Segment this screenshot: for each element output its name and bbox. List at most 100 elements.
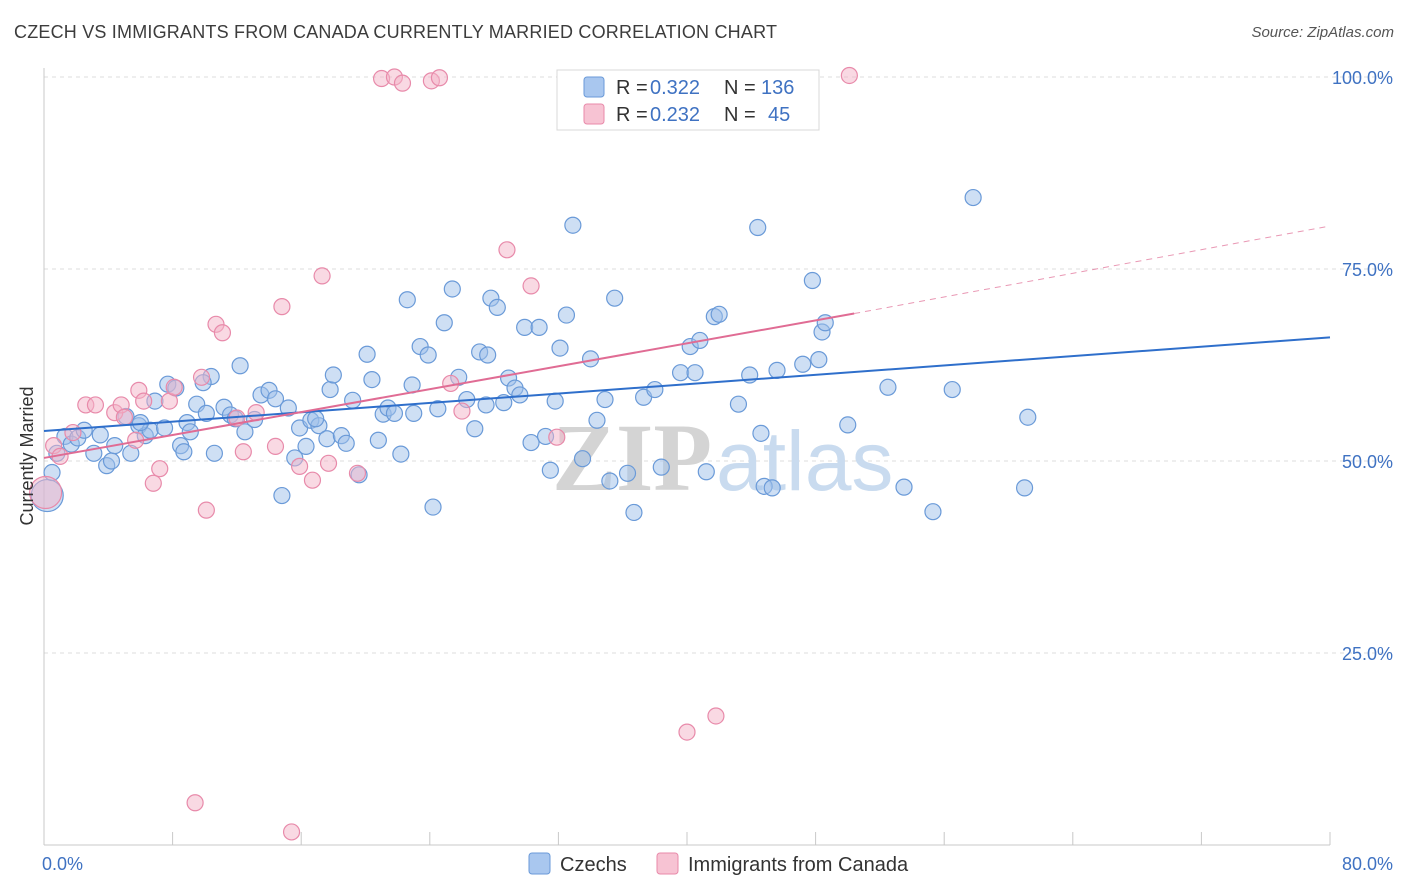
czech-point bbox=[91, 426, 109, 444]
x-tick-labels: 0.0% 80.0% bbox=[42, 854, 1393, 874]
canada-point bbox=[86, 396, 105, 414]
czech-point bbox=[557, 306, 576, 324]
czech-point bbox=[803, 271, 821, 290]
canada-point bbox=[213, 324, 232, 342]
canada-point bbox=[234, 443, 252, 461]
czech-point bbox=[541, 461, 559, 479]
canada-trend-line bbox=[43, 312, 855, 459]
czech-point bbox=[236, 423, 254, 441]
bottom-legend: Czechs Immigrants from Canada bbox=[528, 852, 909, 876]
czech-point bbox=[768, 361, 786, 379]
czech-point bbox=[546, 392, 564, 410]
czech-point bbox=[205, 444, 223, 462]
y-tick-label: 25.0% bbox=[1342, 644, 1393, 664]
czech-point bbox=[618, 464, 637, 482]
legend-r-value: 0.322 bbox=[650, 77, 700, 99]
czech-point bbox=[175, 443, 193, 461]
czech-point bbox=[358, 345, 376, 363]
legend-n-label: N = bbox=[724, 77, 756, 99]
watermark-atlas: atlas bbox=[716, 414, 893, 508]
canada-point bbox=[442, 374, 460, 393]
czech-point bbox=[466, 420, 484, 438]
czech-point bbox=[307, 410, 325, 428]
czech-point bbox=[419, 346, 437, 364]
czech-point bbox=[697, 463, 715, 481]
canada-point bbox=[303, 471, 322, 489]
czech-point bbox=[511, 386, 529, 404]
canada-point bbox=[678, 723, 696, 741]
czech-point bbox=[686, 364, 704, 382]
czech-point bbox=[324, 366, 342, 384]
canada-point bbox=[29, 475, 63, 510]
bottom-legend-czechs: Czechs bbox=[560, 854, 627, 876]
czech-point bbox=[405, 404, 423, 422]
canada-point bbox=[165, 378, 183, 396]
czech-point bbox=[477, 396, 495, 414]
x-tick-label: 80.0% bbox=[1342, 854, 1393, 874]
canada-point bbox=[313, 267, 331, 285]
canada-point bbox=[64, 423, 82, 442]
czech-point bbox=[729, 395, 748, 413]
czech-point bbox=[398, 291, 416, 309]
czech-point bbox=[231, 357, 249, 375]
czech-point bbox=[573, 450, 592, 468]
bottom-legend-canada: Immigrants from Canada bbox=[688, 854, 909, 876]
legend: R = 0.322 N = 136 R = 0.232 N = 45 bbox=[556, 69, 820, 131]
czech-point bbox=[646, 380, 664, 399]
legend-r-label: R = bbox=[616, 104, 648, 126]
x-tick-label: 0.0% bbox=[42, 854, 83, 874]
canada-point bbox=[498, 241, 516, 259]
legend-swatch-czechs bbox=[583, 76, 605, 98]
chart-title: CZECH VS IMMIGRANTS FROM CANADA CURRENTL… bbox=[14, 22, 778, 42]
czech-point bbox=[1019, 408, 1037, 426]
canada-point bbox=[115, 408, 133, 426]
czech-point bbox=[839, 416, 857, 434]
canada-point bbox=[290, 457, 309, 475]
czech-point bbox=[879, 378, 897, 396]
czech-point bbox=[596, 390, 614, 409]
canada-point bbox=[135, 392, 153, 410]
czech-point bbox=[318, 430, 336, 448]
canada-point bbox=[522, 277, 540, 295]
canada-point bbox=[266, 437, 285, 456]
canada-point bbox=[192, 368, 211, 386]
bottom-legend-swatch-czechs bbox=[528, 852, 551, 875]
trend-lines bbox=[43, 225, 1331, 459]
czech-point bbox=[810, 351, 828, 369]
canada-point bbox=[548, 428, 566, 446]
czech-point bbox=[392, 445, 410, 463]
czech-point bbox=[551, 339, 569, 357]
canada-point bbox=[186, 794, 204, 812]
czech-point bbox=[102, 452, 121, 470]
czech-point bbox=[297, 437, 315, 456]
canada-point bbox=[319, 454, 338, 472]
canada-point bbox=[151, 460, 169, 478]
canada-point bbox=[453, 402, 471, 420]
canada-point bbox=[393, 74, 412, 92]
czech-point bbox=[530, 318, 548, 336]
canada-trend-extension bbox=[854, 225, 1331, 315]
czech-point bbox=[488, 298, 506, 316]
czech-point bbox=[749, 218, 767, 237]
legend-n-label: N = bbox=[724, 104, 756, 126]
canada-point bbox=[348, 464, 367, 482]
czech-point bbox=[763, 479, 781, 497]
czech-point bbox=[924, 503, 942, 521]
czech-point bbox=[337, 434, 355, 452]
legend-swatch-canada bbox=[583, 103, 605, 125]
czech-point bbox=[479, 346, 497, 364]
y-tick-labels: 25.0% 50.0% 75.0% 100.0% bbox=[1332, 68, 1393, 664]
czech-point bbox=[964, 188, 982, 207]
legend-n-value: 136 bbox=[761, 77, 794, 99]
czech-point bbox=[424, 498, 442, 516]
czech-point bbox=[266, 390, 285, 408]
czech-point bbox=[1015, 479, 1034, 497]
chart-source: Source: ZipAtlas.com bbox=[1251, 24, 1394, 41]
canada-point bbox=[707, 707, 725, 725]
czech-point bbox=[943, 380, 961, 399]
axes bbox=[43, 68, 1331, 846]
canada-point bbox=[273, 298, 291, 316]
y-axis-title: Currently Married bbox=[17, 386, 37, 525]
bottom-legend-swatch-canada bbox=[656, 852, 679, 875]
